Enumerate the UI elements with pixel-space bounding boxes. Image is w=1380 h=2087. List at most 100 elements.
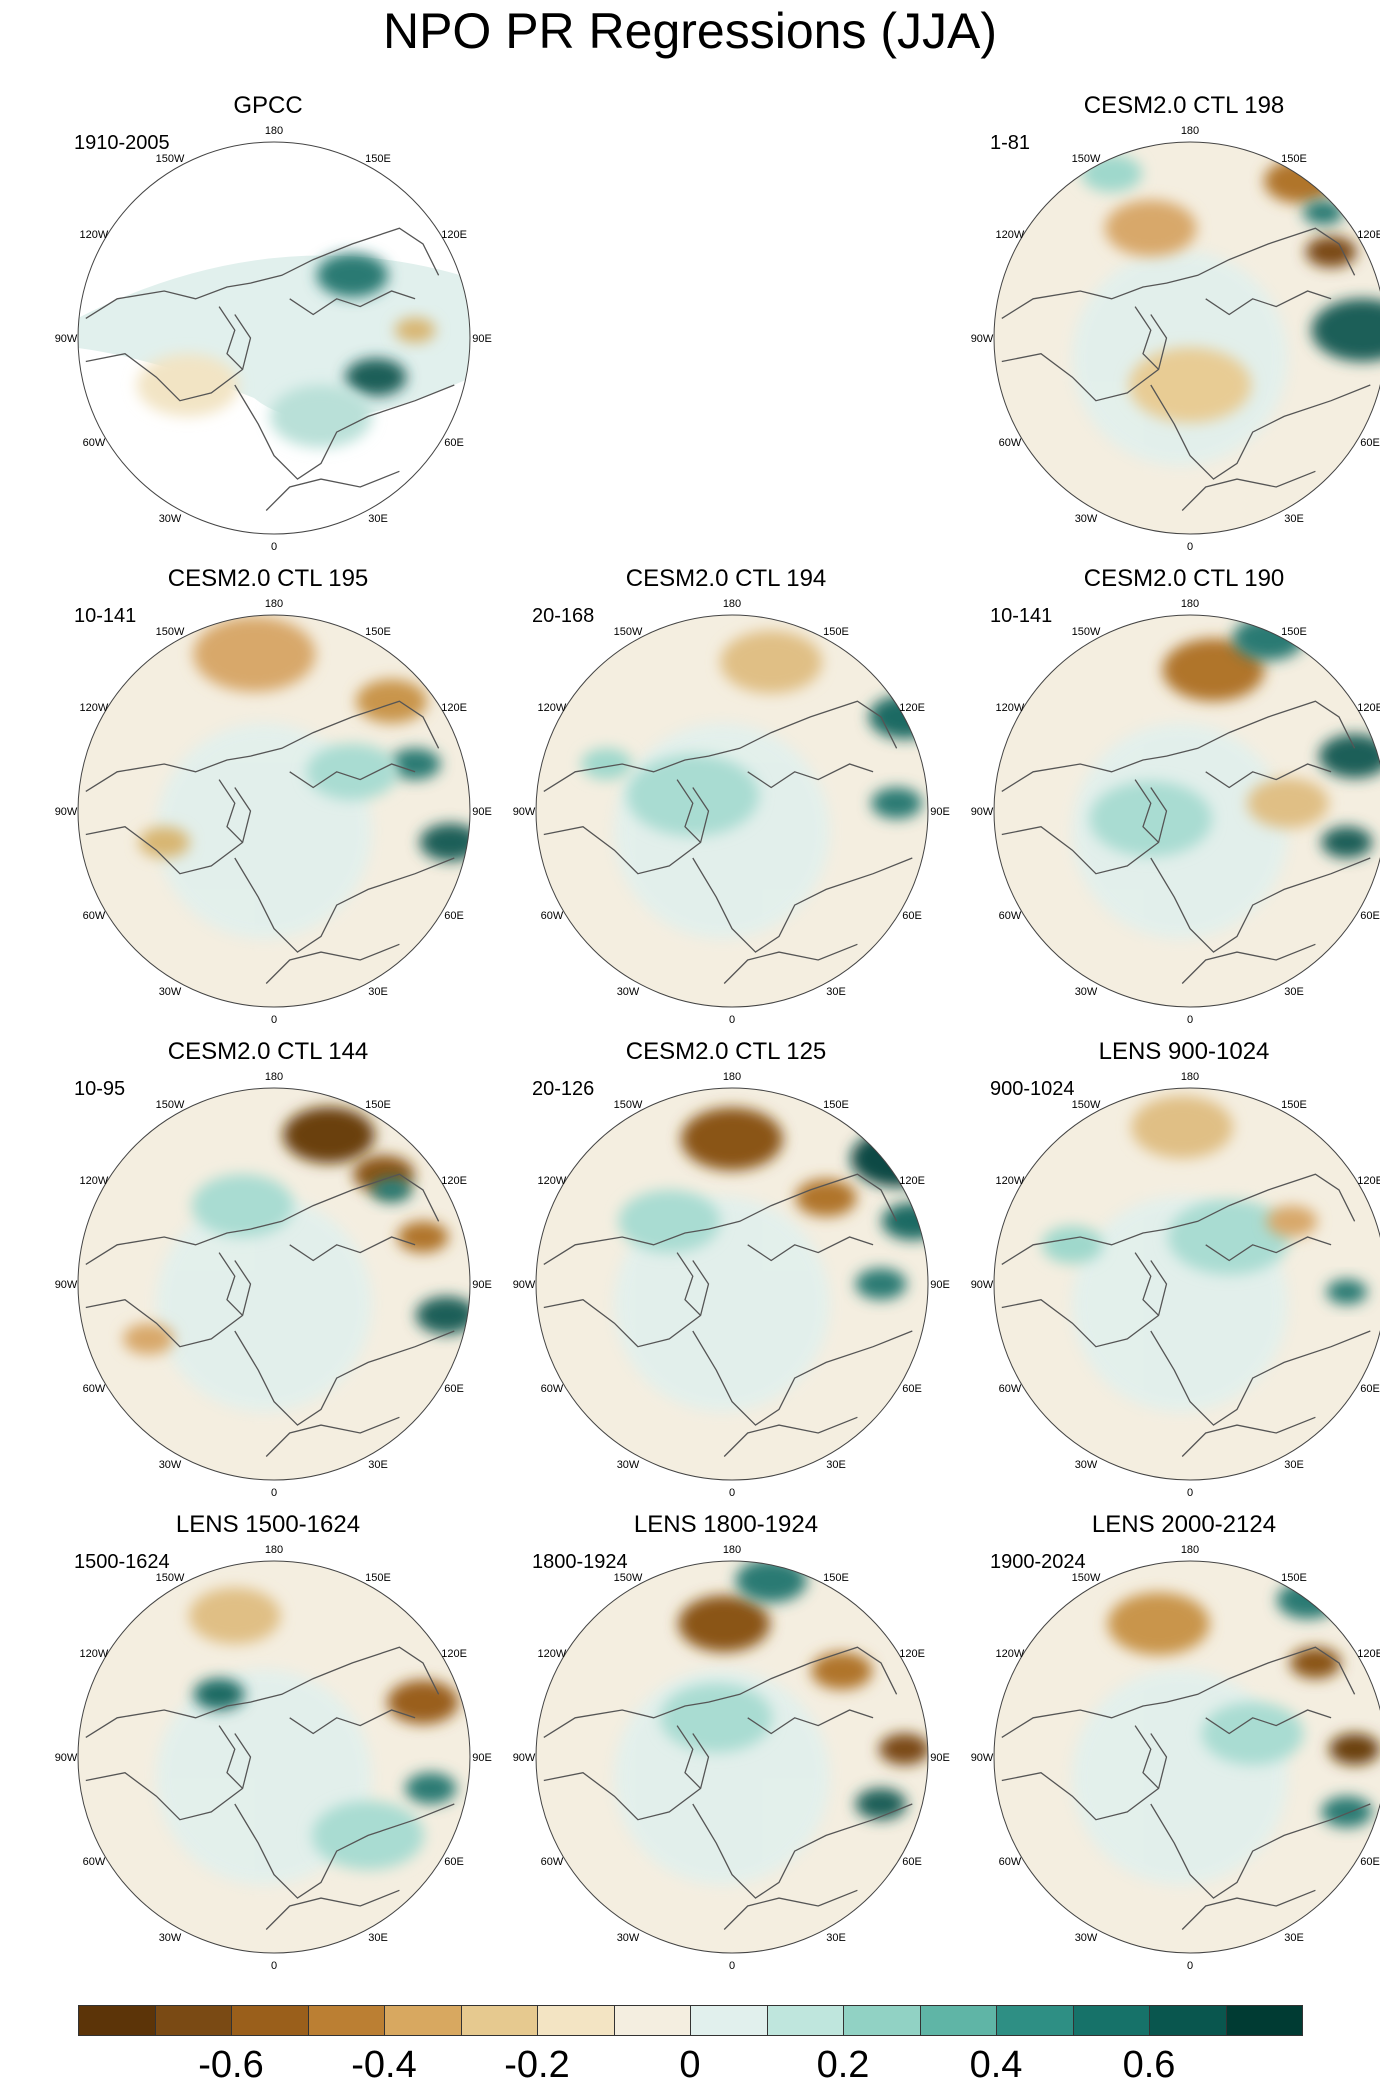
coastline: [85, 700, 440, 792]
coastline: [1001, 787, 1168, 875]
longitude-label: 150W: [1072, 626, 1101, 638]
panel-period-label: 20-126: [532, 1078, 595, 1100]
colorbar-swatch: [919, 2005, 997, 2036]
coastline: [234, 857, 455, 953]
longitude-label: 150E: [365, 1099, 391, 1111]
anomaly-blob: [1302, 200, 1344, 226]
longitude-label: 120W: [80, 702, 109, 714]
longitude-label: 30W: [1075, 1932, 1098, 1944]
figure-title: NPO PR Regressions (JJA): [382, 3, 998, 59]
longitude-label: 150W: [614, 1099, 643, 1111]
colorbar-tick-label: -0.2: [504, 2044, 570, 2086]
map-boundary: [77, 1560, 471, 1954]
panel-title: CESM2.0 CTL 125: [625, 1038, 827, 1065]
anomaly-blob: [1311, 298, 1380, 362]
anomaly-blob: [681, 1107, 783, 1171]
panel-title: LENS 900-1024: [1098, 1038, 1270, 1065]
panel-title: LENS 2000-2124: [1091, 1511, 1277, 1538]
anomaly-blob: [1041, 1225, 1103, 1264]
longitude-label: 180: [1181, 598, 1199, 610]
longitude-label: 30E: [368, 1932, 388, 1944]
map-boundary: [77, 614, 471, 1008]
longitude-label: 30W: [159, 1459, 182, 1471]
longitude-label: 120E: [899, 702, 925, 714]
longitude-label: 180: [265, 1544, 283, 1556]
anomaly-blob: [397, 1221, 449, 1253]
longitude-label: 30E: [1284, 1459, 1304, 1471]
longitude-label: 0: [1187, 1960, 1193, 1972]
colorbar-swatch: [154, 2005, 232, 2036]
coastline: [85, 314, 252, 402]
colorbar-swatch: [1072, 2005, 1150, 2036]
longitude-label: 90W: [971, 806, 994, 818]
panel-period-label: 900-1024: [990, 1078, 1075, 1100]
longitude-label: 90W: [513, 806, 536, 818]
coastline: [1150, 1330, 1371, 1426]
anomaly-blob: [660, 1683, 773, 1753]
anomaly-blob: [394, 317, 436, 343]
coastline: [1205, 290, 1332, 316]
longitude-label: 150E: [365, 1572, 391, 1584]
coastline: [676, 1252, 702, 1316]
map-panel: GPCC 1910-2005 180 150E 120E 90E 60E 30E 0 30W 60W…: [38, 0, 498, 553]
map-boundary: [535, 1087, 929, 1481]
coastline: [723, 943, 858, 984]
coastline: [543, 787, 710, 875]
longitude-label: 60W: [83, 910, 106, 922]
longitude-label: 120E: [899, 1175, 925, 1187]
coastline: [1001, 314, 1168, 402]
coastline: [265, 1889, 400, 1930]
coastline: [234, 384, 455, 480]
coastline: [85, 1173, 440, 1265]
coastline: [289, 763, 416, 789]
longitude-label: 120E: [441, 702, 467, 714]
longitude-label: 0: [1187, 1487, 1193, 1499]
coastline: [1134, 779, 1160, 843]
longitude-label: 90E: [472, 333, 492, 345]
longitude-label: 60E: [444, 910, 464, 922]
longitude-label: 120E: [1357, 702, 1380, 714]
map-panel: CESM2.0 CTL 125 20-126 180 150E 120E 90E 60E 30…: [496, 946, 956, 1499]
anomaly-blob: [415, 1296, 470, 1335]
anomaly-blob: [855, 1268, 907, 1300]
coastline: [747, 1236, 874, 1262]
longitude-label: 150W: [156, 1572, 185, 1584]
coastline: [289, 290, 416, 316]
longitude-label: 90W: [55, 1279, 78, 1291]
colorbar-tick-label: -0.6: [198, 2044, 264, 2086]
map-panel: CESM2.0 CTL 19010-141180150E120E90E60E30…: [954, 473, 1380, 1026]
longitude-label: 120E: [441, 229, 467, 241]
anomaly-blob: [371, 1177, 412, 1203]
longitude-label: 30W: [159, 1932, 182, 1944]
longitude-label: 150W: [156, 153, 185, 165]
anomaly-blob: [1264, 159, 1336, 204]
colorbar-swatch: [384, 2005, 462, 2036]
longitude-label: 120W: [80, 1175, 109, 1187]
colorbar-tick-label: -0.4: [351, 2044, 417, 2086]
anomaly-blob: [123, 1323, 175, 1355]
longitude-label: 90W: [513, 1752, 536, 1764]
longitude-label: 0: [729, 1014, 735, 1026]
longitude-label: 30W: [159, 986, 182, 998]
anomaly-blob: [389, 748, 441, 780]
coastline: [692, 1803, 913, 1899]
coastline: [1001, 227, 1356, 319]
longitude-label: 90W: [55, 1752, 78, 1764]
coastline: [1134, 1725, 1160, 1789]
colorbar-swatch: [537, 2005, 615, 2036]
longitude-label: 180: [265, 125, 283, 137]
longitude-label: 30E: [368, 513, 388, 525]
anomaly-blob: [419, 823, 470, 862]
anomaly-blob: [136, 353, 239, 417]
coastline: [1001, 1260, 1168, 1348]
map-boundary: [535, 1560, 929, 1954]
anomaly-blob: [283, 1106, 375, 1164]
longitude-label: 180: [723, 598, 741, 610]
anomaly-blob: [1131, 1095, 1234, 1159]
coastline: [543, 700, 898, 792]
longitude-label: 150E: [1281, 626, 1307, 638]
coastline: [692, 1330, 913, 1426]
